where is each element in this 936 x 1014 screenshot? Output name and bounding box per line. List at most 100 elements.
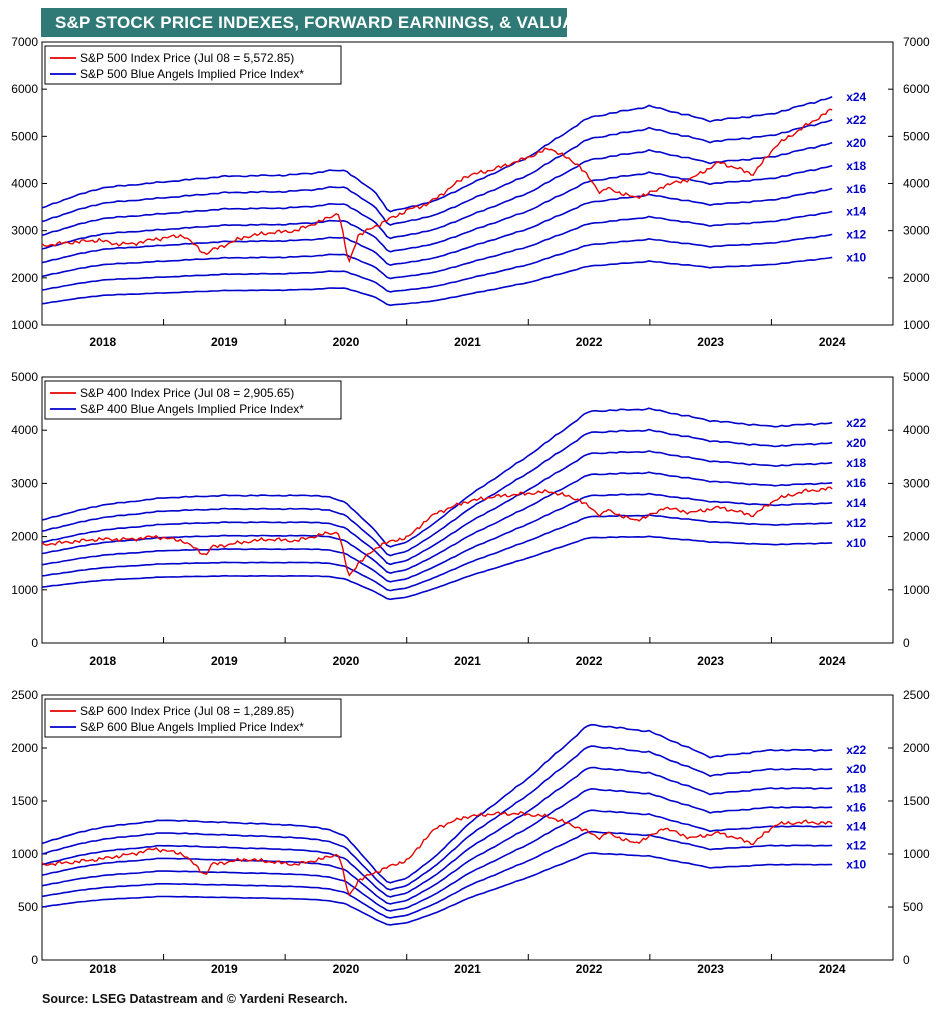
y-tick-label-right: 0 bbox=[903, 636, 910, 650]
legend-label-implied: S&P 400 Blue Angels Implied Price Index* bbox=[80, 402, 304, 416]
x-tick-label: 2023 bbox=[697, 335, 724, 349]
implied-line-x18 bbox=[42, 450, 833, 566]
y-tick-label-right: 1000 bbox=[903, 847, 930, 861]
y-tick-label-right: 2000 bbox=[903, 271, 930, 285]
y-tick-label-left: 2000 bbox=[11, 271, 38, 285]
y-tick-label-right: 1500 bbox=[903, 794, 930, 808]
multiple-label: x24 bbox=[846, 90, 866, 104]
multiple-label: x20 bbox=[846, 136, 866, 150]
y-tick-label-left: 0 bbox=[31, 953, 38, 967]
implied-line-x12 bbox=[42, 233, 833, 293]
chart-panel-3: 0 0 500 500 1000 1000 1500 1500 2000 2000 2500 2500… bbox=[11, 688, 930, 976]
x-tick-label: 2023 bbox=[697, 962, 724, 976]
y-tick-label-right: 4000 bbox=[903, 177, 930, 191]
price-line bbox=[42, 811, 833, 897]
y-tick-label-right: 6000 bbox=[903, 82, 930, 96]
implied-line-x20 bbox=[42, 141, 833, 240]
multiple-label: x20 bbox=[846, 436, 866, 450]
legend-label-implied: S&P 600 Blue Angels Implied Price Index* bbox=[80, 720, 304, 734]
multiple-label: x12 bbox=[846, 228, 866, 242]
y-tick-label-right: 5000 bbox=[903, 370, 930, 384]
legend-box bbox=[44, 380, 342, 420]
x-tick-label: 2021 bbox=[454, 335, 481, 349]
x-tick-label: 2022 bbox=[576, 335, 603, 349]
legend-box bbox=[44, 698, 342, 738]
y-tick-label-left: 6000 bbox=[11, 82, 38, 96]
y-tick-label-right: 5000 bbox=[903, 129, 930, 143]
legend: S&P 600 Index Price (Jul 08 = 1,289.85) S… bbox=[44, 698, 342, 738]
x-tick-label: 2020 bbox=[333, 335, 360, 349]
y-tick-label-left: 4000 bbox=[11, 177, 38, 191]
x-tick-label: 2018 bbox=[89, 962, 116, 976]
legend-label-price: S&P 600 Index Price (Jul 08 = 1,289.85) bbox=[80, 704, 294, 718]
x-tick-label: 2019 bbox=[211, 654, 238, 668]
y-tick-label-left: 1500 bbox=[11, 794, 38, 808]
legend-label-price: S&P 500 Index Price (Jul 08 = 5,572.85) bbox=[80, 51, 294, 65]
price-line bbox=[42, 486, 833, 577]
y-tick-label-right: 2000 bbox=[903, 741, 930, 755]
y-tick-label-right: 500 bbox=[903, 900, 923, 914]
implied-line-x24 bbox=[42, 95, 833, 213]
y-tick-label-right: 3000 bbox=[903, 476, 930, 490]
x-tick-label: 2021 bbox=[454, 654, 481, 668]
y-tick-label-left: 500 bbox=[18, 900, 38, 914]
multiple-label: x14 bbox=[846, 496, 866, 510]
implied-line-x16 bbox=[42, 787, 833, 905]
source-note: Source: LSEG Datastream and © Yardeni Re… bbox=[42, 992, 348, 1006]
plot-frame bbox=[41, 694, 894, 961]
implied-line-x14 bbox=[42, 210, 833, 280]
x-tick-label: 2024 bbox=[819, 654, 846, 668]
implied-line-x12 bbox=[42, 514, 833, 592]
multiple-label: x10 bbox=[846, 536, 866, 550]
implied-line-x16 bbox=[42, 187, 833, 267]
multiple-label: x22 bbox=[846, 743, 866, 757]
multiple-label: x18 bbox=[846, 781, 866, 795]
implied-line-x12 bbox=[42, 830, 833, 919]
y-tick-label-left: 5000 bbox=[11, 370, 38, 384]
multiple-label: x22 bbox=[846, 113, 866, 127]
y-tick-label-right: 1000 bbox=[903, 583, 930, 597]
plot-frame bbox=[41, 376, 894, 644]
y-tick-label-left: 2000 bbox=[11, 741, 38, 755]
y-tick-label-right: 4000 bbox=[903, 423, 930, 437]
y-tick-label-left: 1000 bbox=[11, 318, 38, 332]
x-tick-label: 2023 bbox=[697, 654, 724, 668]
x-tick-label: 2022 bbox=[576, 654, 603, 668]
implied-line-x14 bbox=[42, 809, 833, 912]
multiple-label: x16 bbox=[846, 182, 866, 196]
implied-line-x22 bbox=[42, 118, 833, 226]
multiple-label: x20 bbox=[846, 762, 866, 776]
y-tick-label-left: 3000 bbox=[11, 476, 38, 490]
implied-line-x14 bbox=[42, 492, 833, 583]
y-tick-label-right: 0 bbox=[903, 953, 910, 967]
x-tick-label: 2022 bbox=[576, 962, 603, 976]
multiple-label: x10 bbox=[846, 858, 866, 872]
implied-line-x10 bbox=[42, 535, 833, 601]
implied-line-x10 bbox=[42, 256, 833, 307]
y-tick-label-left: 2000 bbox=[11, 530, 38, 544]
chart-panel-1: 1000 1000 2000 2000 3000 3000 4000 4000 5000 5000… bbox=[11, 35, 930, 349]
y-tick-label-left: 4000 bbox=[11, 423, 38, 437]
legend-box bbox=[44, 45, 342, 85]
multiple-label: x10 bbox=[846, 251, 866, 265]
chart-panel-2: 0 0 1000 1000 2000 2000 3000 3000 4000 4000 5000 50… bbox=[11, 370, 930, 668]
implied-line-x20 bbox=[42, 745, 833, 891]
implied-line-x20 bbox=[42, 428, 833, 557]
chart-banner-title: S&P STOCK PRICE INDEXES, FORWARD EARNING… bbox=[41, 8, 615, 37]
multiple-label: x18 bbox=[846, 456, 866, 470]
legend-label-implied: S&P 500 Blue Angels Implied Price Index* bbox=[80, 67, 304, 81]
multiple-label: x12 bbox=[846, 516, 866, 530]
y-tick-label-left: 7000 bbox=[11, 35, 38, 49]
y-tick-label-left: 3000 bbox=[11, 224, 38, 238]
multiple-label: x18 bbox=[846, 159, 866, 173]
x-tick-label: 2020 bbox=[333, 962, 360, 976]
multiple-label: x16 bbox=[846, 800, 866, 814]
multiple-label: x14 bbox=[846, 819, 866, 833]
implied-line-x16 bbox=[42, 471, 833, 574]
implied-line-x22 bbox=[42, 723, 833, 884]
implied-line-x18 bbox=[42, 164, 833, 253]
y-tick-label-left: 1000 bbox=[11, 583, 38, 597]
y-tick-label-right: 3000 bbox=[903, 224, 930, 238]
x-tick-label: 2019 bbox=[211, 335, 238, 349]
